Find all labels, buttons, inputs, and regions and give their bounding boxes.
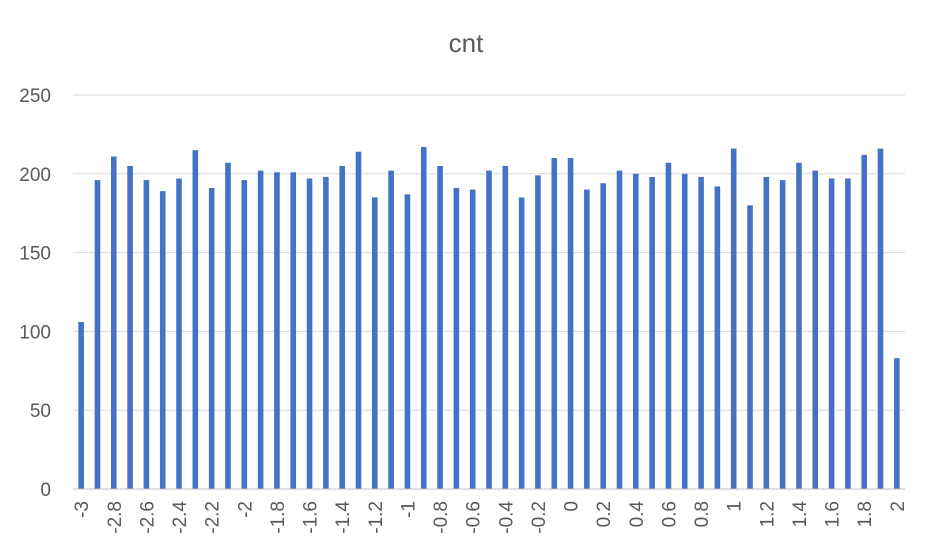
x-tick-label: -2 bbox=[235, 501, 256, 518]
bar bbox=[225, 162, 231, 489]
x-tick-label: -1.2 bbox=[366, 501, 387, 534]
bar bbox=[208, 187, 215, 489]
bar bbox=[861, 154, 868, 489]
bar bbox=[681, 173, 688, 490]
bar bbox=[469, 189, 476, 489]
x-tick-label: -2.6 bbox=[137, 501, 158, 534]
bar bbox=[600, 183, 606, 490]
x-tick-label: 0.4 bbox=[627, 501, 648, 528]
bar bbox=[584, 189, 590, 489]
x-tick-label: 1.2 bbox=[757, 501, 778, 527]
bar bbox=[127, 165, 133, 490]
bar bbox=[518, 197, 525, 489]
x-tick-label: -1 bbox=[398, 501, 419, 518]
x-tick-label: -1.6 bbox=[301, 501, 322, 534]
x-tick-label: 1.8 bbox=[855, 501, 876, 527]
bar bbox=[453, 187, 460, 489]
bar bbox=[257, 170, 264, 489]
bar bbox=[306, 178, 313, 489]
bar bbox=[437, 165, 443, 490]
bar bbox=[355, 151, 362, 489]
bar bbox=[649, 176, 655, 489]
x-tick-label: -2.4 bbox=[170, 501, 191, 534]
bar bbox=[274, 172, 280, 489]
bar bbox=[78, 321, 84, 489]
x-tick-label: 1.4 bbox=[790, 501, 811, 528]
bar bbox=[828, 178, 835, 489]
bar bbox=[796, 162, 802, 489]
y-tick-label: 150 bbox=[19, 244, 51, 265]
bar bbox=[633, 173, 639, 490]
bar bbox=[567, 158, 574, 490]
bars bbox=[78, 147, 900, 490]
x-tick-label: -3 bbox=[72, 501, 93, 518]
x-tick-label: 2 bbox=[888, 501, 909, 512]
bar bbox=[698, 176, 704, 489]
bar bbox=[323, 176, 329, 489]
bar bbox=[812, 170, 819, 489]
bar bbox=[763, 176, 770, 489]
y-axis-tick-labels: 0 50 100 150 200 250 bbox=[19, 86, 51, 501]
bar bbox=[110, 156, 117, 490]
x-tick-label: 1 bbox=[725, 501, 746, 512]
y-tick-label: 50 bbox=[30, 401, 51, 422]
y-tick-label: 200 bbox=[19, 165, 51, 186]
x-tick-label: -2.2 bbox=[203, 501, 224, 534]
bar bbox=[747, 205, 753, 489]
bar bbox=[143, 180, 150, 489]
bar bbox=[730, 148, 737, 490]
x-tick-label: 1.6 bbox=[823, 501, 844, 527]
bar bbox=[665, 162, 672, 489]
bar bbox=[845, 178, 851, 489]
x-tick-label: 0 bbox=[562, 501, 583, 512]
bar bbox=[535, 175, 541, 489]
x-tick-label: -1.8 bbox=[268, 501, 289, 534]
bar bbox=[192, 150, 199, 489]
bar bbox=[779, 180, 786, 489]
bar bbox=[159, 191, 166, 490]
x-tick-label: -1.4 bbox=[333, 501, 354, 534]
bar bbox=[616, 170, 623, 489]
bar bbox=[372, 197, 378, 489]
y-tick-label: 100 bbox=[19, 322, 51, 343]
bar bbox=[877, 148, 884, 490]
y-tick-label: 250 bbox=[19, 86, 51, 107]
bar bbox=[94, 180, 101, 489]
bar bbox=[241, 180, 248, 489]
x-tick-label: 0.2 bbox=[594, 501, 615, 527]
x-tick-label: -0.8 bbox=[431, 501, 452, 534]
x-axis-tick-labels: -3 -2.8 -2.6 -2.4 -2.2 -2 -1.8 -1.6 -1.4 -1.2 -1 -0… bbox=[72, 501, 909, 534]
x-tick-label: 0.6 bbox=[659, 501, 680, 527]
x-tick-label: -0.6 bbox=[464, 501, 485, 534]
bar bbox=[176, 178, 182, 489]
bar bbox=[894, 358, 900, 489]
bar bbox=[502, 165, 509, 490]
bar bbox=[388, 170, 394, 489]
bar bbox=[551, 158, 558, 490]
bar bbox=[290, 172, 297, 489]
bar bbox=[339, 165, 345, 490]
chart-title: cnt bbox=[449, 28, 484, 58]
bar bbox=[420, 147, 427, 489]
x-tick-label: 0.8 bbox=[692, 501, 713, 527]
x-tick-label: -0.4 bbox=[496, 501, 517, 534]
bar bbox=[404, 194, 411, 489]
x-tick-label: -0.2 bbox=[529, 501, 550, 534]
x-tick-label: -2.8 bbox=[105, 501, 126, 534]
bar bbox=[486, 170, 492, 489]
bar bbox=[714, 186, 721, 489]
y-tick-label: 0 bbox=[40, 480, 51, 501]
